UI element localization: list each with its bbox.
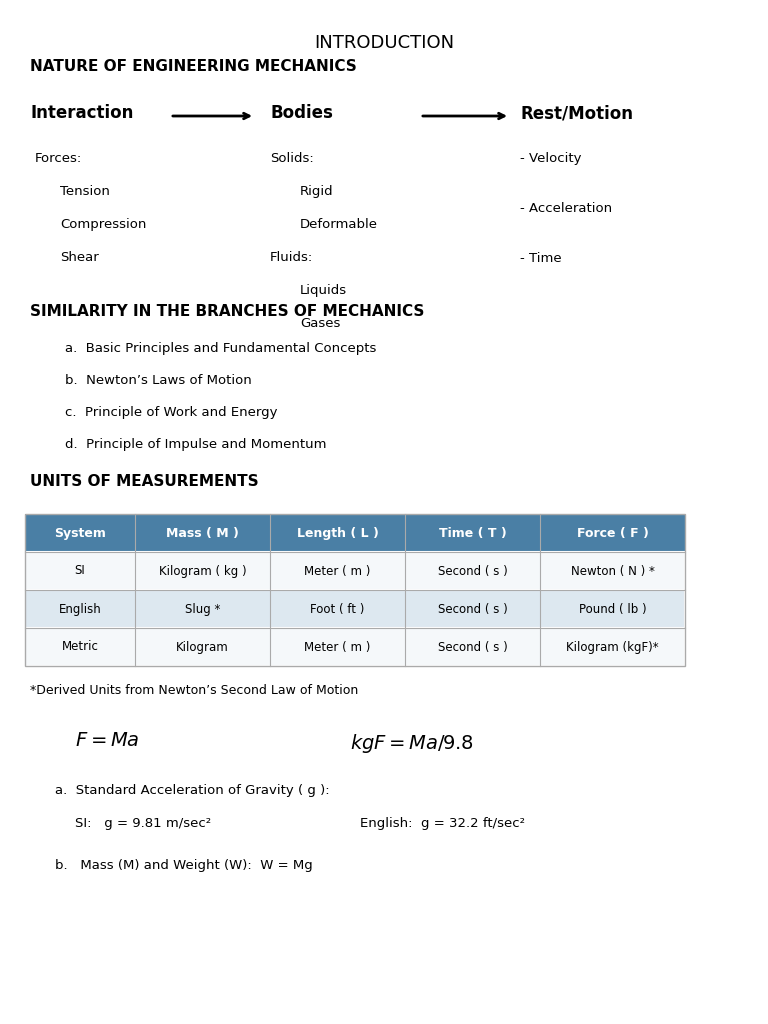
Text: - Acceleration: - Acceleration <box>520 202 612 215</box>
Text: Liquids: Liquids <box>300 284 347 297</box>
Text: a.  Standard Acceleration of Gravity ( g ):: a. Standard Acceleration of Gravity ( g … <box>55 784 329 797</box>
Text: d.  Principle of Impulse and Momentum: d. Principle of Impulse and Momentum <box>65 438 326 451</box>
Text: Kilogram (kgF)*: Kilogram (kgF)* <box>566 640 659 653</box>
Text: System: System <box>54 526 106 540</box>
Text: Length ( L ): Length ( L ) <box>296 526 379 540</box>
Text: Gases: Gases <box>300 317 340 330</box>
Text: Shear: Shear <box>60 251 99 264</box>
Text: UNITS OF MEASUREMENTS: UNITS OF MEASUREMENTS <box>30 474 259 489</box>
Text: Tension: Tension <box>60 185 110 198</box>
Text: Newton ( N ) *: Newton ( N ) * <box>571 564 654 578</box>
Text: English:  g = 32.2 ft/sec²: English: g = 32.2 ft/sec² <box>360 817 525 830</box>
Text: Rigid: Rigid <box>300 185 333 198</box>
Bar <box>25 552 685 590</box>
Text: Forces:: Forces: <box>35 152 82 165</box>
Text: Pound ( lb ): Pound ( lb ) <box>578 602 647 615</box>
Text: $kgF = Ma/9.8$: $kgF = Ma/9.8$ <box>350 732 473 755</box>
Text: INTRODUCTION: INTRODUCTION <box>314 34 454 52</box>
Bar <box>25 514 685 666</box>
Text: Second ( s ): Second ( s ) <box>438 640 508 653</box>
Text: Second ( s ): Second ( s ) <box>438 564 508 578</box>
Text: Second ( s ): Second ( s ) <box>438 602 508 615</box>
Text: Mass ( M ): Mass ( M ) <box>166 526 239 540</box>
Text: *Derived Units from Newton’s Second Law of Motion: *Derived Units from Newton’s Second Law … <box>30 684 358 697</box>
Text: Fluids:: Fluids: <box>270 251 313 264</box>
Text: SI: SI <box>74 564 85 578</box>
Text: Kilogram: Kilogram <box>176 640 229 653</box>
Bar <box>25 628 685 666</box>
Bar <box>25 590 685 628</box>
Text: - Velocity: - Velocity <box>520 152 581 165</box>
Text: Solids:: Solids: <box>270 152 314 165</box>
Text: English: English <box>58 602 101 615</box>
Text: b.   Mass (M) and Weight (W):  W = Mg: b. Mass (M) and Weight (W): W = Mg <box>55 859 313 872</box>
Text: b.  Newton’s Laws of Motion: b. Newton’s Laws of Motion <box>65 374 252 387</box>
Text: Foot ( ft ): Foot ( ft ) <box>310 602 365 615</box>
Bar <box>25 514 685 552</box>
Text: c.  Principle of Work and Energy: c. Principle of Work and Energy <box>65 406 277 419</box>
Text: NATURE OF ENGINEERING MECHANICS: NATURE OF ENGINEERING MECHANICS <box>30 59 357 74</box>
Text: Rest/Motion: Rest/Motion <box>520 104 633 122</box>
Text: SI:   g = 9.81 m/sec²: SI: g = 9.81 m/sec² <box>75 817 211 830</box>
Text: Compression: Compression <box>60 218 147 231</box>
Text: SIMILARITY IN THE BRANCHES OF MECHANICS: SIMILARITY IN THE BRANCHES OF MECHANICS <box>30 304 425 319</box>
Text: Time ( T ): Time ( T ) <box>439 526 506 540</box>
Text: Interaction: Interaction <box>30 104 134 122</box>
Text: Deformable: Deformable <box>300 218 378 231</box>
Text: Meter ( m ): Meter ( m ) <box>304 564 371 578</box>
Text: Force ( F ): Force ( F ) <box>577 526 648 540</box>
Text: Slug *: Slug * <box>185 602 220 615</box>
Text: a.  Basic Principles and Fundamental Concepts: a. Basic Principles and Fundamental Conc… <box>65 342 376 355</box>
Text: Kilogram ( kg ): Kilogram ( kg ) <box>159 564 247 578</box>
Text: - Time: - Time <box>520 252 561 265</box>
Text: Metric: Metric <box>61 640 98 653</box>
Text: $F = Ma$: $F = Ma$ <box>75 732 140 750</box>
Text: Bodies: Bodies <box>270 104 333 122</box>
Text: Meter ( m ): Meter ( m ) <box>304 640 371 653</box>
